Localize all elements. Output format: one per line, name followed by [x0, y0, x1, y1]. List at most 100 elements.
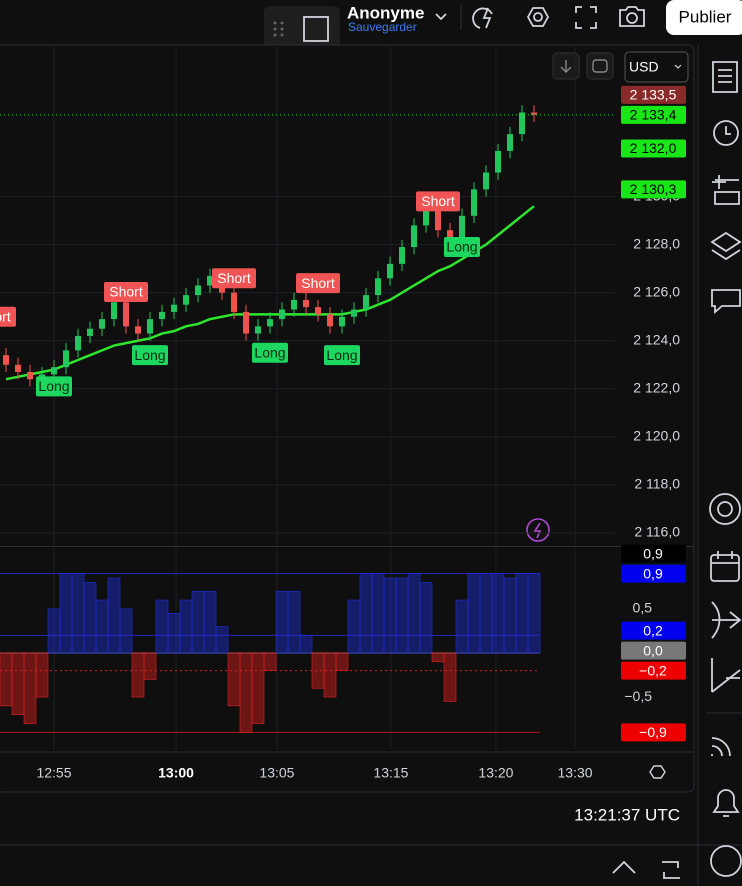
price-badge	[621, 180, 686, 199]
oscillator-bar	[263, 652, 277, 671]
oscillator-bar	[83, 582, 97, 654]
user-name[interactable]: Anonyme	[347, 3, 424, 22]
candle-body	[471, 189, 477, 216]
oscillator-bar	[275, 590, 289, 654]
alert-icon[interactable]	[472, 7, 493, 29]
signal-label: Long	[446, 239, 477, 255]
candle-body	[195, 285, 201, 296]
panel-icon[interactable]	[662, 861, 680, 879]
price-tick-label: 2 126,0	[633, 283, 680, 299]
save-link[interactable]: Sauvegarder	[348, 20, 417, 34]
signal-label-box	[104, 281, 148, 302]
publish-label[interactable]: Publier	[679, 7, 732, 26]
price-badge-label: −0,9	[639, 724, 667, 740]
events-icon[interactable]	[526, 518, 550, 542]
price-badge-label: 2 132,0	[630, 140, 677, 156]
oscillator-bar	[71, 573, 85, 654]
signal-label-box	[296, 273, 340, 294]
candle-body	[531, 112, 537, 115]
strategy-icon[interactable]	[711, 601, 742, 639]
price-badge-label: 0,2	[643, 622, 663, 638]
reset-button[interactable]	[586, 52, 614, 80]
target-icon[interactable]	[709, 493, 741, 525]
oscillator-bar	[215, 626, 229, 654]
axis-settings-icon[interactable]	[649, 765, 666, 779]
signal-label: Short	[109, 284, 143, 300]
candle-body	[279, 309, 285, 320]
signal-label-box	[212, 268, 256, 289]
time-tick-label: 12:55	[36, 765, 71, 781]
user-menu-chevron[interactable]	[435, 13, 447, 21]
candle-body	[27, 371, 33, 380]
snapshot-icon[interactable]	[619, 6, 645, 27]
price-badge	[621, 621, 686, 640]
oscillator-bar	[203, 590, 217, 654]
oscillator-bar	[467, 573, 481, 654]
calendar-rings	[711, 551, 739, 564]
price-badge	[621, 544, 686, 563]
oscillator-bar	[407, 573, 421, 654]
stream-icon[interactable]	[711, 737, 731, 757]
candle-body	[327, 314, 333, 327]
candle-body	[15, 364, 21, 372]
oscillator-bar	[335, 652, 349, 671]
oscillator-bar	[479, 573, 493, 654]
oscillator-bar	[191, 590, 205, 654]
oscillator-bar	[491, 573, 505, 654]
price-badge	[621, 139, 686, 158]
candle-body	[447, 230, 453, 238]
oscillator-bar	[527, 573, 541, 654]
time-tick-label: 13:20	[478, 765, 513, 781]
alarm-icon[interactable]	[713, 120, 739, 146]
candle-body	[3, 355, 9, 365]
candle-body	[255, 326, 261, 334]
chat-icon[interactable]	[711, 289, 741, 314]
time-tick-label: 13:00	[158, 765, 194, 781]
trend-icon[interactable]	[711, 658, 741, 693]
chart-frame	[0, 44, 695, 793]
candle-body	[51, 367, 57, 375]
publish-button[interactable]	[666, 0, 742, 35]
fullscreen-icon[interactable]	[575, 6, 597, 29]
candle-body	[111, 302, 117, 320]
notifications-icon[interactable]	[712, 789, 740, 817]
help-icon[interactable]	[710, 845, 742, 877]
sidebar	[706, 61, 742, 877]
signal-label: Short	[0, 308, 11, 324]
target-inner	[717, 501, 733, 517]
layers-icon[interactable]	[710, 231, 742, 261]
candle-body	[183, 295, 189, 305]
oscillator-bar	[239, 652, 253, 733]
events-bolt	[533, 522, 542, 539]
price-badge	[621, 564, 686, 583]
signal-label: Long	[38, 378, 69, 394]
candle-body	[315, 307, 321, 315]
signal-label-box	[132, 345, 168, 366]
candle-body	[351, 309, 357, 317]
oscillator-bar	[323, 652, 337, 698]
settings-icon[interactable]	[526, 7, 550, 27]
candle-body	[435, 210, 441, 231]
oscillator-bar	[119, 608, 133, 654]
candle-body	[423, 210, 429, 226]
oscillator-bar	[59, 573, 73, 654]
watchlist-icon[interactable]	[712, 61, 738, 93]
candle-body	[243, 311, 249, 334]
oscillator-bar	[443, 652, 457, 702]
collapse-icon[interactable]	[612, 860, 636, 874]
currency-select[interactable]	[624, 51, 689, 83]
oscillator-bar	[11, 652, 25, 716]
calendar-icon[interactable]	[710, 554, 740, 582]
price-badge	[621, 105, 686, 124]
signal-label: Long	[254, 344, 285, 360]
candle-body	[303, 299, 309, 308]
candle-body	[399, 247, 405, 264]
oscillator-bar	[455, 599, 469, 654]
select-tool-icon[interactable]	[303, 16, 329, 42]
osc-tick-label: −0,5	[624, 688, 652, 704]
signal-label-box	[416, 191, 460, 212]
price-tick-label: 2 118,0	[634, 476, 680, 492]
currency-label[interactable]: USD	[629, 59, 659, 75]
add-list-icon[interactable]	[712, 175, 740, 205]
price-badge-label: 0,0	[643, 642, 663, 658]
